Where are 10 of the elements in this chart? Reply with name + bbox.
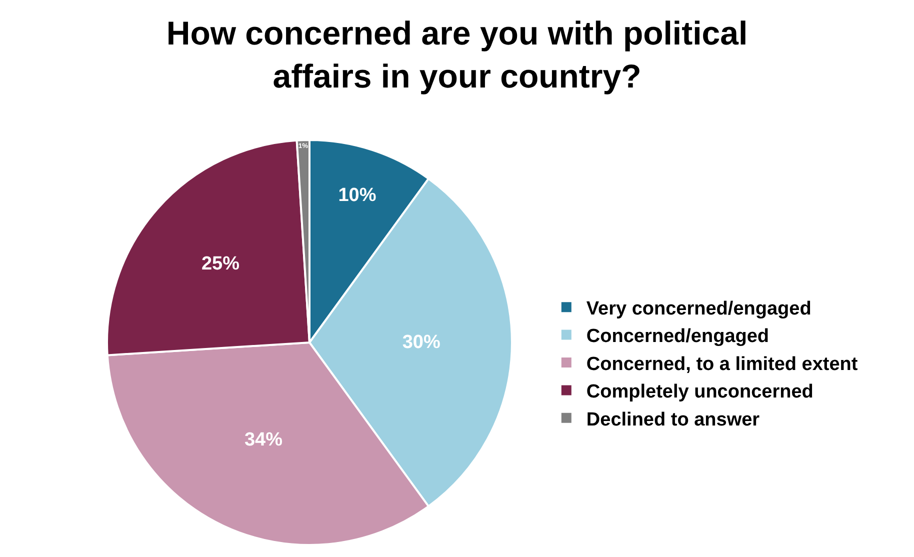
data-label: 30% — [402, 332, 440, 353]
legend-label: Declined to answer — [586, 409, 760, 430]
chart-title: How concerned are you with political affairs in your country? — [166, 14, 748, 94]
legend-label: Concerned/engaged — [586, 326, 770, 348]
legend-label: Completely unconcerned — [586, 382, 814, 403]
legend-label: Very concerned/engaged — [586, 298, 812, 320]
data-label: 34% — [244, 430, 283, 451]
legend-label: Concerned, to a limited extent — [586, 354, 858, 375]
data-label: 10% — [338, 184, 376, 206]
data-label: 25% — [201, 254, 240, 275]
